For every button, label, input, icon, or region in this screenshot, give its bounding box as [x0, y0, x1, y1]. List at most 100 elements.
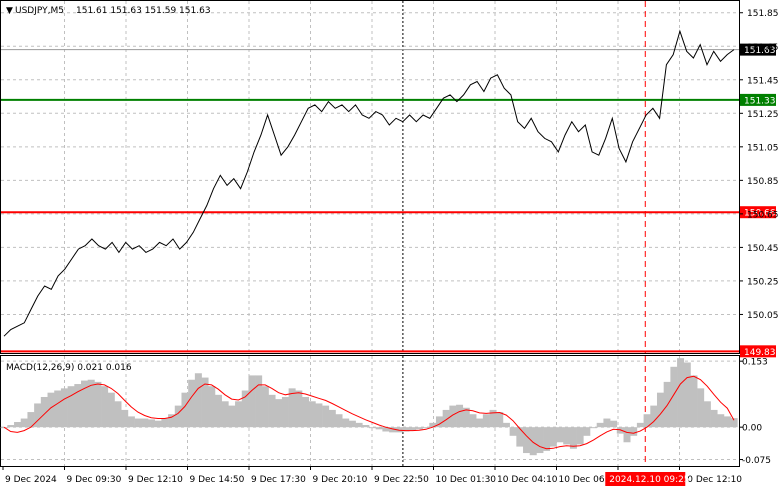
macd-axis-label: 0.153: [742, 358, 768, 368]
macd-histogram-bar: [730, 418, 738, 428]
macd-histogram-bar: [442, 409, 450, 428]
macd-axis[interactable]: 0.153 0.00 -0.075: [739, 358, 771, 466]
macd-histogram-bar: [717, 414, 725, 428]
macd-histogram-bar: [281, 396, 289, 428]
macd-panel-frame: [0, 355, 740, 467]
price-label-bottom: 149.83: [744, 348, 776, 358]
macd-histogram-bar: [529, 427, 537, 456]
macd-histogram-bar: [710, 409, 718, 428]
time-axis[interactable]: 9 Dec 2024 9 Dec 09:30 9 Dec 12:10 9 Dec 14…: [2, 466, 742, 486]
macd-histogram-bar: [348, 420, 356, 428]
price-label-resistance: 150.66: [744, 209, 776, 219]
price-axis-label: 151.85: [747, 9, 779, 19]
macd-histogram-bar: [543, 427, 551, 451]
macd-histogram-bar: [134, 418, 142, 428]
macd-histogram-bar: [596, 422, 604, 428]
macd-histogram-bar: [161, 418, 169, 428]
macd-histogram-bar: [449, 405, 457, 428]
macd-histogram-bar: [516, 427, 524, 447]
macd-histogram-bar: [389, 427, 397, 433]
macd-histogram-bar: [14, 422, 22, 428]
macd-histogram-bar: [94, 381, 102, 428]
macd-histogram-bar: [101, 386, 109, 428]
macd-histogram-bar: [154, 420, 162, 428]
price-axis-label: 150.65: [747, 210, 779, 220]
macd-indicator-label: MACD(12,26,9) 0.021 0.016: [6, 363, 132, 373]
macd-histogram-bar: [456, 404, 464, 428]
macd-histogram-bar: [194, 373, 202, 428]
macd-histogram-bar: [248, 375, 256, 428]
macd-histogram-bar: [576, 427, 584, 445]
level-lines[interactable]: [1, 49, 739, 353]
symbol-dropdown-icon[interactable]: ▼: [6, 6, 13, 16]
price-line: [3, 29, 735, 337]
macd-histogram-bar: [261, 386, 269, 428]
macd-histogram-bar: [630, 427, 638, 436]
macd-histogram-bar: [469, 414, 477, 428]
macd-histogram-bar: [288, 388, 296, 428]
macd-histogram-bar: [275, 399, 283, 428]
macd-histogram-bar: [255, 375, 263, 428]
macd-histogram-bar: [127, 416, 135, 428]
macd-histogram-bar: [677, 358, 685, 428]
macd-histogram-bar: [107, 392, 115, 428]
macd-histogram-bar: [74, 384, 82, 428]
time-axis-label: 9 Dec 14:50: [190, 475, 245, 485]
macd-histogram-bar: [409, 427, 417, 431]
macd-histogram-bar: [315, 403, 323, 428]
macd-histogram-bar: [40, 396, 48, 428]
macd-histogram-bar: [147, 419, 155, 428]
macd-histogram-bar: [342, 418, 350, 428]
symbol-label[interactable]: USDJPY,M5: [15, 6, 64, 16]
macd-histogram-bar: [328, 409, 336, 428]
time-axis-label: 9 Dec 12:10: [128, 475, 183, 485]
price-axis-label: 150.05: [747, 311, 779, 321]
macd-axis-label: -0.075: [742, 456, 771, 466]
macd-histogram-bar: [375, 427, 383, 430]
macd-histogram-bar: [221, 401, 229, 428]
macd-histogram-bar: [27, 412, 35, 428]
macd-histogram-bar: [141, 418, 149, 428]
price-axis-label: 150.25: [747, 277, 779, 287]
chart-header: ▼ USDJPY,M5 151.61 151.63 151.59 151.63: [6, 6, 211, 16]
macd-histogram-bar: [114, 401, 122, 428]
macd-histogram-bar: [7, 425, 15, 428]
macd-histogram-bar: [302, 396, 310, 428]
macd-histogram-bar: [47, 392, 55, 428]
price-axis-label: 151.05: [747, 143, 779, 153]
macd-histogram-bar: [268, 394, 276, 428]
macd-histogram-bar: [322, 405, 330, 428]
macd-histogram-bar: [295, 390, 303, 428]
macd-histogram-bar: [603, 418, 611, 428]
macd-axis-label: 0.00: [742, 424, 762, 434]
price-panel-frame: [0, 0, 740, 354]
macd-histogram-bar: [556, 427, 564, 443]
price-label-current-bg: [740, 43, 776, 56]
macd-histogram-bar: [181, 392, 189, 428]
macd-histogram-bar: [523, 427, 531, 454]
macd-histogram: [0, 358, 738, 456]
price-axis-label: 150.45: [747, 244, 779, 254]
time-axis-label: 10 Dec 01:30: [436, 475, 497, 485]
macd-histogram-bar: [569, 427, 577, 449]
macd-histogram-bar: [382, 427, 390, 432]
price-axis[interactable]: 151.63 151.33 150.66 149.83 151.85 151.65 151.…: [739, 9, 779, 358]
macd-histogram-bar: [362, 425, 370, 428]
macd-histogram-bar: [489, 409, 497, 428]
time-axis-label: 9 Dec 20:10: [313, 475, 368, 485]
macd-histogram-bar: [208, 386, 216, 428]
macd-histogram-bar: [241, 390, 249, 428]
time-axis-label: 9 Dec 09:30: [67, 475, 122, 485]
time-axis-label: 9 Dec 17:30: [251, 475, 306, 485]
macd-histogram-bar: [435, 416, 443, 428]
macd-histogram-bar: [563, 427, 571, 445]
macd-signal-line: [3, 375, 735, 450]
macd-histogram-bar: [683, 362, 691, 428]
macd-histogram-bar: [228, 405, 236, 428]
time-axis-label: 9 Dec 2024: [5, 475, 57, 485]
macd-histogram-bar: [201, 377, 209, 428]
macd-histogram-bar: [509, 427, 517, 436]
crosshair-time-label: 2024.12.10 09:25: [609, 475, 689, 485]
